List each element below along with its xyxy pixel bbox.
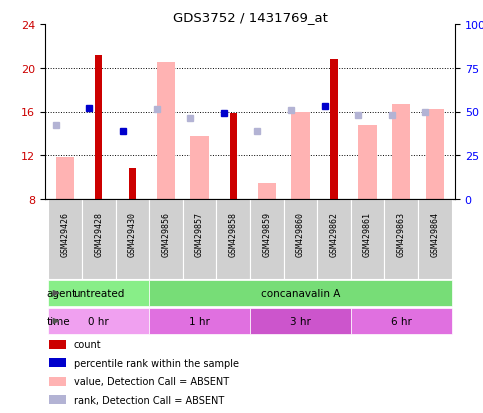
Text: concanavalin A: concanavalin A xyxy=(261,288,340,298)
Bar xyxy=(149,281,452,306)
Bar xyxy=(384,199,418,279)
Text: GSM429864: GSM429864 xyxy=(430,211,440,256)
Text: GSM429428: GSM429428 xyxy=(94,211,103,256)
Text: GSM429861: GSM429861 xyxy=(363,211,372,256)
Bar xyxy=(358,125,377,199)
Text: rank, Detection Call = ABSENT: rank, Detection Call = ABSENT xyxy=(74,395,224,405)
Bar xyxy=(82,199,115,279)
Bar xyxy=(284,199,317,279)
Bar xyxy=(149,199,183,279)
Text: 3 hr: 3 hr xyxy=(290,316,311,326)
Bar xyxy=(330,60,338,199)
Bar xyxy=(351,309,452,334)
Text: agent: agent xyxy=(47,288,77,298)
Bar xyxy=(183,199,216,279)
Text: 0 hr: 0 hr xyxy=(88,316,109,326)
Text: GSM429862: GSM429862 xyxy=(329,211,339,256)
Bar xyxy=(49,340,66,349)
Bar xyxy=(216,199,250,279)
Bar xyxy=(426,110,444,199)
Title: GDS3752 / 1431769_at: GDS3752 / 1431769_at xyxy=(172,11,327,24)
Text: GSM429863: GSM429863 xyxy=(397,211,406,256)
Text: 1 hr: 1 hr xyxy=(189,316,210,326)
Text: untreated: untreated xyxy=(73,288,125,298)
Text: time: time xyxy=(47,316,71,326)
Text: GSM429426: GSM429426 xyxy=(61,211,70,256)
Bar xyxy=(56,158,74,199)
Text: GSM429430: GSM429430 xyxy=(128,211,137,256)
Text: value, Detection Call = ABSENT: value, Detection Call = ABSENT xyxy=(74,376,229,386)
Bar xyxy=(229,113,237,199)
Bar xyxy=(157,63,175,199)
Bar xyxy=(257,183,276,199)
Text: GSM429860: GSM429860 xyxy=(296,211,305,256)
Bar xyxy=(317,199,351,279)
Bar xyxy=(128,169,136,199)
Text: GSM429857: GSM429857 xyxy=(195,211,204,256)
Bar xyxy=(48,281,149,306)
Text: 6 hr: 6 hr xyxy=(391,316,412,326)
Bar xyxy=(115,199,149,279)
Bar xyxy=(418,199,452,279)
Bar xyxy=(190,136,209,199)
Bar xyxy=(291,112,310,199)
Bar xyxy=(351,199,384,279)
Bar xyxy=(149,309,250,334)
Text: GSM429856: GSM429856 xyxy=(161,211,170,256)
Text: GSM429859: GSM429859 xyxy=(262,211,271,256)
Bar xyxy=(250,199,284,279)
Text: percentile rank within the sample: percentile rank within the sample xyxy=(74,358,239,368)
Bar xyxy=(48,199,82,279)
Bar xyxy=(250,309,351,334)
Bar xyxy=(49,358,66,368)
Bar xyxy=(95,55,102,199)
Bar xyxy=(49,395,66,404)
Text: GSM429858: GSM429858 xyxy=(228,211,238,256)
Bar xyxy=(392,104,411,199)
Text: count: count xyxy=(74,339,101,349)
Bar xyxy=(48,309,149,334)
Bar xyxy=(49,377,66,386)
